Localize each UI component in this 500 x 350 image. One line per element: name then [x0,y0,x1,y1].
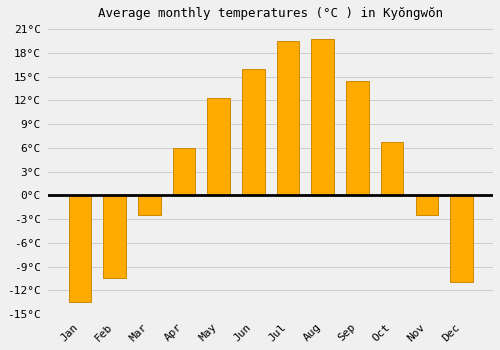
Bar [138,195,160,215]
Bar [312,39,334,195]
Bar [104,195,126,279]
Bar [450,195,473,282]
Bar [277,41,299,195]
Bar [68,195,91,302]
Bar [242,69,264,195]
Bar [346,80,368,195]
Title: Average monthly temperatures (°C ) in Kyŏngwŏn: Average monthly temperatures (°C ) in Ky… [98,7,443,20]
Bar [381,142,404,195]
Bar [172,148,195,195]
Bar [208,98,230,195]
Bar [416,195,438,215]
